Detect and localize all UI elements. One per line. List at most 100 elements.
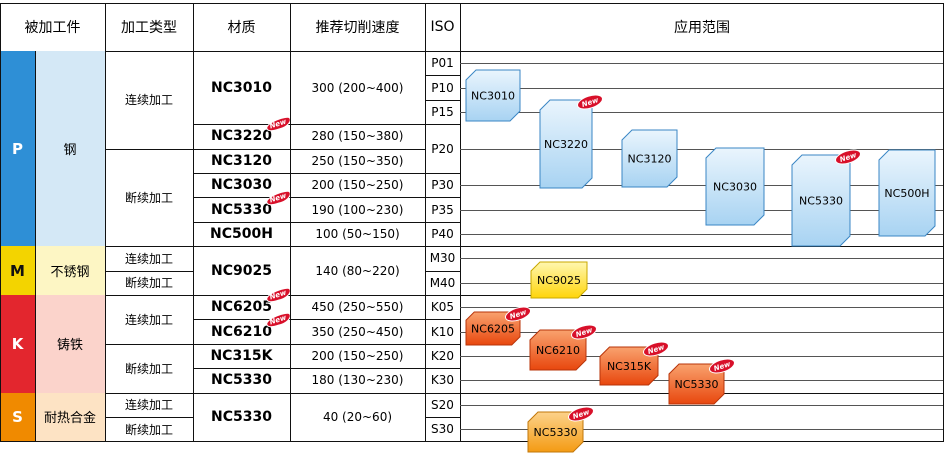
row-divider [425, 368, 460, 370]
new-badge-icon: New [263, 117, 293, 135]
range-bar-label: NC5330 [799, 195, 843, 208]
grade-label: NC5330 [211, 372, 272, 389]
new-badge-icon: New [504, 306, 532, 322]
range-bar-shape [705, 147, 765, 226]
iso-code: P15 [431, 104, 454, 119]
range-bar-label: NC6205 [471, 323, 515, 336]
grade-label: NC3120 [211, 152, 272, 169]
row-divider [193, 319, 425, 321]
range-bar-label: NC5330 [675, 378, 719, 391]
new-badge-shape: New [266, 288, 291, 303]
column-divider [0, 3, 1, 442]
range-bar-nc5330: NC5330 New [791, 149, 862, 247]
row-divider [105, 343, 193, 345]
row-divider [193, 124, 425, 126]
row-divider [0, 392, 944, 394]
grade-name: NC5330 [193, 368, 290, 392]
row-divider [193, 368, 425, 370]
grade-label: NC6210 [211, 323, 272, 340]
new-badge-icon: New [834, 149, 862, 165]
iso-code: S30 [431, 422, 454, 437]
column-divider [193, 3, 194, 442]
new-badge-icon: New [263, 312, 293, 331]
new-badge-icon: New [708, 358, 736, 374]
range-bar-label: NC3120 [628, 153, 672, 166]
process-type: 连续加工 [124, 251, 173, 266]
group-name-m: 不锈钢 [35, 246, 105, 295]
iso-guide-line [460, 234, 943, 235]
group-name-s: 耐热合金 [35, 392, 105, 442]
grade-label: NC3010 [211, 79, 272, 96]
range-bar-nc5330: NC5330 New [527, 406, 595, 453]
row-divider [425, 99, 460, 101]
range-bar-nc3010: NC3010 [465, 69, 521, 122]
process-type: 断续加工 [124, 361, 173, 376]
cutting-speed: 200 (150~250) [311, 348, 404, 363]
header-grade: 材质 [227, 20, 256, 36]
iso-code: K30 [430, 373, 455, 388]
iso-code: M40 [429, 275, 456, 290]
new-badge-shape: New [266, 190, 291, 205]
new-badge-shape: New [266, 312, 291, 327]
grade-label: NC9025 [211, 262, 272, 279]
new-badge-icon: New [263, 288, 293, 306]
row-divider [0, 295, 944, 296]
new-badge-shape: New [266, 117, 291, 132]
iso-code: P30 [431, 178, 454, 193]
column-divider [35, 51, 36, 442]
grade-name: NC9025 [193, 246, 290, 295]
row-divider [0, 3, 944, 4]
grade-name: NC3220 New [193, 117, 291, 148]
header-iso: ISO [430, 19, 455, 35]
grade-name: NC6210 New [193, 312, 291, 343]
range-bar-label: NC500H [884, 187, 929, 200]
range-bar-nc3120: NC3120 [621, 129, 678, 188]
row-divider [193, 221, 425, 223]
iso-code: P01 [431, 56, 454, 71]
iso-guide-line [460, 87, 943, 89]
group-letter-s: S [0, 392, 35, 442]
range-bar-label: NC6210 [536, 344, 580, 357]
iso-code: K20 [430, 348, 455, 363]
range-bar-shape [465, 69, 521, 122]
cutting-speed: 450 (250~550) [311, 300, 404, 315]
iso-code: P35 [431, 202, 454, 217]
iso-code: P40 [431, 226, 454, 241]
range-bar-shape [878, 149, 936, 237]
grade-label: NC315K [210, 347, 273, 364]
header-speed: 推荐切削速度 [315, 20, 400, 36]
iso-guide-line [460, 356, 943, 357]
grade-name: NC5330 [193, 393, 290, 442]
iso-code: K10 [430, 324, 455, 339]
cutting-speed: 100 (50~150) [315, 226, 400, 241]
grade-name: NC3120 [193, 149, 290, 173]
row-divider [0, 441, 944, 443]
group-letter-p: P [0, 51, 35, 247]
grade-label: NC3030 [211, 177, 272, 194]
cutting-speed: 180 (130~230) [311, 373, 404, 388]
column-divider [460, 3, 461, 442]
range-bar-label: NC315K [607, 360, 652, 373]
row-divider [425, 173, 460, 174]
grade-label: NC3220 [211, 128, 272, 145]
header-process: 加工类型 [121, 20, 177, 36]
row-divider [425, 124, 460, 126]
new-badge-icon: New [263, 190, 293, 209]
cutting-speed: 200 (150~250) [311, 178, 404, 193]
grade-name: NC6205 New [193, 288, 291, 319]
range-bar-label: NC9025 [537, 274, 581, 287]
iso-guide-line [460, 112, 943, 113]
grade-name: NC3030 [193, 173, 290, 197]
range-bar-nc5330: NC5330 New [668, 358, 736, 405]
grade-label: NC5330 [211, 408, 272, 425]
group-letter-m: M [0, 246, 35, 295]
header-range: 应用范围 [674, 20, 730, 36]
range-bar-label: NC3010 [471, 90, 515, 103]
grade-name: NC3010 [193, 51, 290, 124]
iso-guide-line [460, 148, 943, 150]
cutting-speed: 280 (150~380) [311, 129, 404, 144]
iso-guide-line [460, 331, 943, 333]
range-bar-nc3220: NC3220 New [539, 94, 604, 189]
row-divider [425, 343, 460, 345]
